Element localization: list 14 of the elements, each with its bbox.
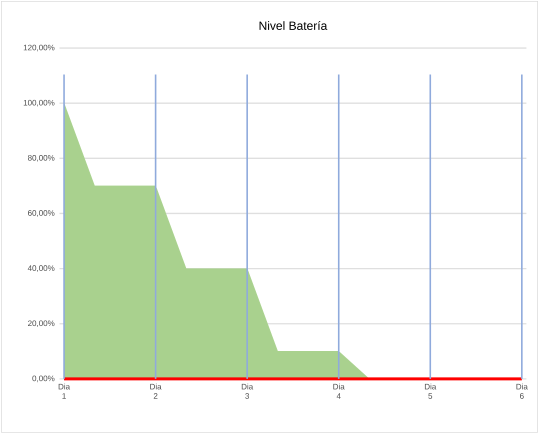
x-tick-label: Dia 6 bbox=[516, 384, 528, 400]
chart-title: Nivel Batería bbox=[260, 21, 328, 30]
y-tick-label: 40,00% bbox=[28, 266, 54, 272]
y-tick-label: 60,00% bbox=[28, 210, 54, 217]
x-tick-label: Dia 1 bbox=[58, 384, 70, 399]
y-tick-label: 80,00% bbox=[28, 155, 54, 162]
y-tick-label: 20,00% bbox=[28, 320, 54, 328]
x-tick-label: Dia 2 bbox=[150, 384, 162, 399]
x-tick-label: Dia 4 bbox=[333, 384, 345, 399]
y-tick-label: 100,00% bbox=[24, 100, 54, 107]
x-tick-label: Dia 5 bbox=[424, 384, 436, 400]
y-tick-label: 120,00% bbox=[24, 44, 54, 52]
y-tick-label: 0,00% bbox=[32, 376, 54, 382]
x-tick-label: Dia 3 bbox=[242, 384, 254, 400]
